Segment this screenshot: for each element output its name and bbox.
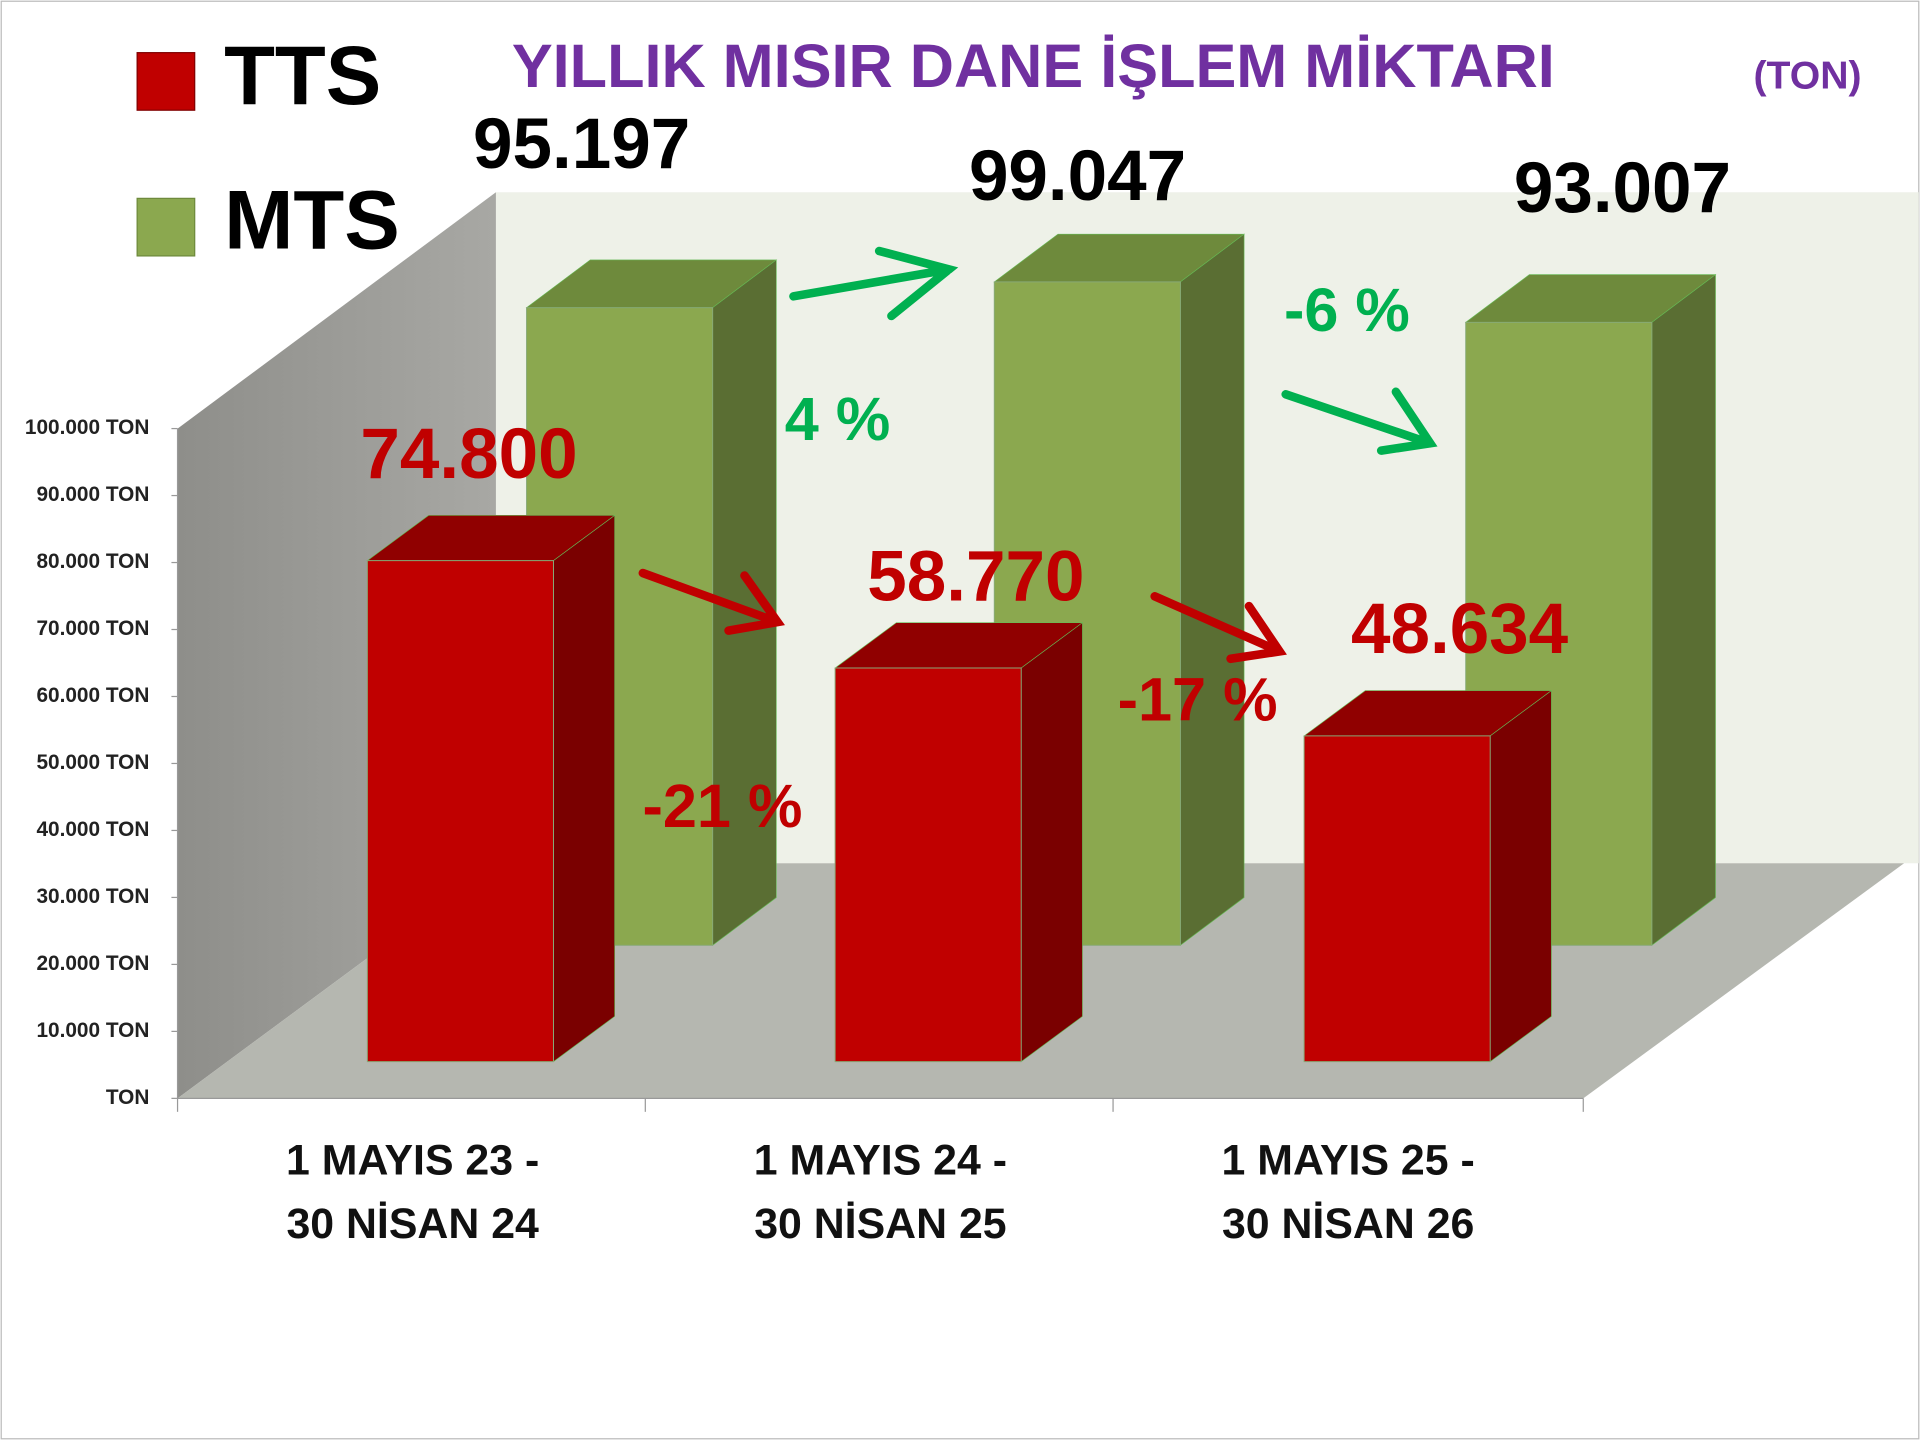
legend-swatch xyxy=(136,197,196,257)
chart-title: YILLIK MISIR DANE İŞLEM MİKTARI xyxy=(512,32,1555,100)
y-tick-label: 70.000 TON xyxy=(36,617,149,640)
y-tick-label: 20.000 TON xyxy=(36,952,149,975)
bar-side xyxy=(1020,622,1083,1063)
data-label: 95.197 xyxy=(473,105,690,184)
y-tick-label: 30.000 TON xyxy=(36,885,149,908)
bar-front xyxy=(366,560,554,1063)
bar xyxy=(834,622,1084,1063)
bar xyxy=(1303,689,1553,1063)
bar-side xyxy=(1180,233,1245,946)
bar-side xyxy=(1651,273,1716,946)
y-tick-label: 50.000 TON xyxy=(36,751,149,774)
arrows xyxy=(638,246,1438,664)
x-tick-label: 1 MAYIS 24 -30 NİSAN 25 xyxy=(754,1137,1007,1249)
bar-front xyxy=(834,667,1022,1063)
x-tick-label: 1 MAYIS 23 -30 NİSAN 24 xyxy=(286,1137,539,1249)
y-tick-label: 80.000 TON xyxy=(36,550,149,573)
x-tick-label: 1 MAYIS 25 -30 NİSAN 26 xyxy=(1222,1137,1475,1249)
bar xyxy=(366,514,616,1063)
bar-side xyxy=(553,514,615,1063)
bar-side xyxy=(1489,689,1552,1063)
data-label: 58.770 xyxy=(867,537,1084,616)
annotation: -17 % xyxy=(1118,665,1278,733)
chart-subtitle: (TON) xyxy=(1753,55,1861,98)
y-tick-label: 10.000 TON xyxy=(36,1019,149,1042)
y-tick-label: 40.000 TON xyxy=(36,818,149,841)
data-label: 48.634 xyxy=(1351,590,1569,669)
y-tick-label: 60.000 TON xyxy=(36,684,149,707)
y-tick-label: 100.000 TON xyxy=(25,416,149,439)
y-tick-label: 90.000 TON xyxy=(36,483,149,506)
legend-label: MTS xyxy=(224,174,400,267)
legend-label: TTS xyxy=(224,29,381,122)
data-label: 93.007 xyxy=(1514,149,1731,228)
bars xyxy=(366,233,1717,1063)
annotation: -6 % xyxy=(1284,276,1410,344)
data-label: 74.800 xyxy=(360,415,577,494)
annotation: 4 % xyxy=(785,385,891,453)
data-label: 99.047 xyxy=(969,137,1186,216)
y-tick-label: TON xyxy=(106,1086,150,1109)
legend-swatch xyxy=(136,52,196,111)
x-ticks xyxy=(176,1098,1584,1112)
bar-front xyxy=(1303,735,1491,1063)
annotation: -21 % xyxy=(642,772,802,840)
